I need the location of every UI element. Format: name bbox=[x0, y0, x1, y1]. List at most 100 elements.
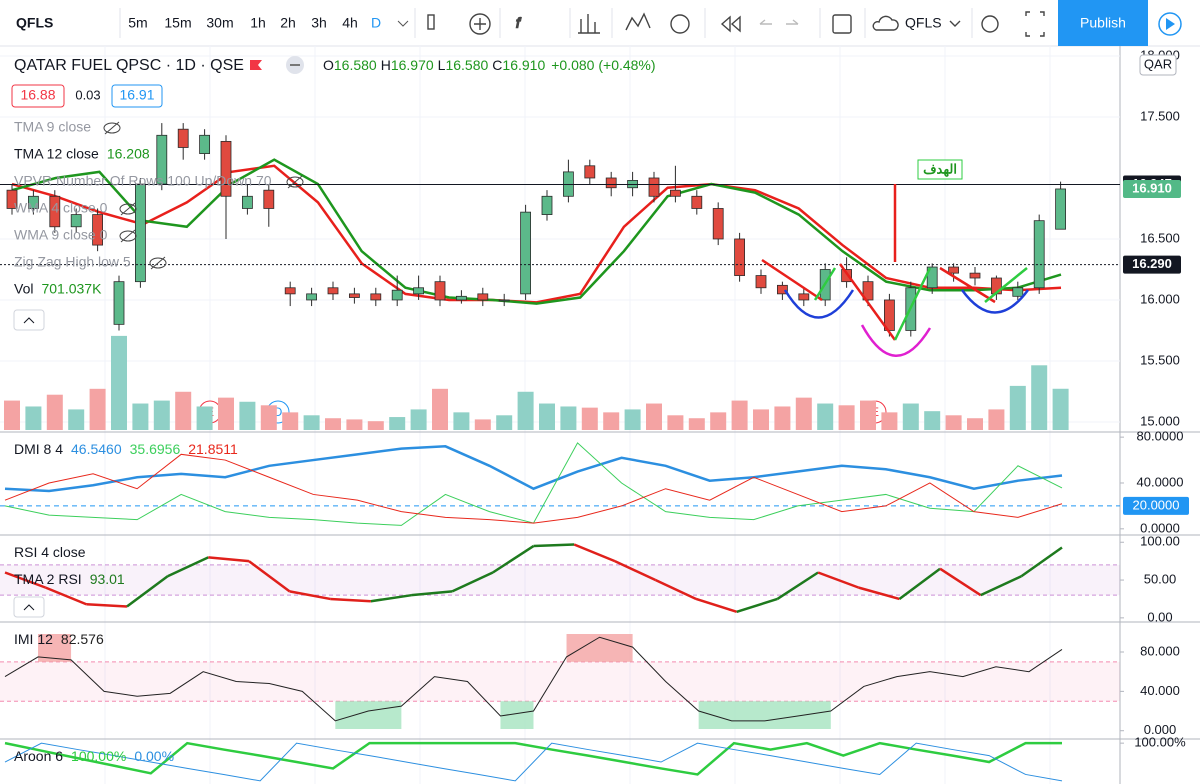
candle-body bbox=[541, 195, 553, 215]
compare-symbol[interactable]: QFLS bbox=[905, 15, 942, 31]
interval[interactable]: 3h bbox=[311, 15, 327, 31]
candle-body bbox=[520, 211, 531, 295]
indicator-legend[interactable]: WMA 9 close 0 bbox=[14, 227, 108, 243]
interval[interactable]: 5m bbox=[128, 15, 147, 31]
volume-bar bbox=[924, 411, 941, 430]
candle-body bbox=[862, 281, 874, 301]
flag-icon[interactable] bbox=[250, 60, 262, 70]
dropdown[interactable] bbox=[949, 20, 961, 27]
bid-box[interactable] bbox=[11, 84, 65, 108]
candle-body bbox=[370, 293, 382, 301]
indicator-legend[interactable]: Vol bbox=[14, 281, 33, 297]
candle-body bbox=[734, 238, 745, 276]
publish-button[interactable] bbox=[1058, 0, 1148, 46]
settings-icon[interactable] bbox=[981, 15, 999, 33]
line-segment bbox=[248, 560, 291, 593]
candle-body bbox=[49, 195, 61, 228]
hidden-icon[interactable] bbox=[286, 176, 304, 188]
interval[interactable]: D bbox=[371, 15, 381, 31]
add-icon[interactable] bbox=[469, 13, 491, 35]
layout-icon[interactable] bbox=[832, 14, 852, 34]
currency-box[interactable] bbox=[1139, 54, 1177, 76]
hidden-slash bbox=[287, 175, 303, 189]
indicator-line bbox=[4, 636, 1063, 722]
volume-bar bbox=[346, 419, 363, 430]
volume-bar bbox=[89, 388, 106, 430]
legend-part: DMI 8 4 bbox=[14, 441, 63, 457]
volume-bar bbox=[517, 391, 534, 430]
candle-icon[interactable] bbox=[427, 14, 435, 30]
candle-body bbox=[6, 189, 18, 209]
y-tick-label: 17.500 bbox=[1140, 108, 1180, 123]
volume-bar bbox=[282, 412, 299, 430]
fx-icon[interactable]: f bbox=[515, 14, 522, 31]
volume-bar bbox=[881, 412, 898, 430]
legend-value: 93.01 bbox=[90, 571, 125, 587]
indicator-value: 701.037K bbox=[41, 281, 102, 297]
hidden-slash bbox=[104, 121, 120, 135]
volume-bar bbox=[581, 407, 598, 430]
line-segment bbox=[86, 602, 128, 608]
line-segment bbox=[4, 571, 47, 589]
indicator-legend[interactable]: Zig Zag High low 5 bbox=[14, 254, 131, 270]
candle-body bbox=[113, 281, 125, 325]
indicator-icon[interactable] bbox=[625, 12, 651, 31]
fullscreen-icon[interactable] bbox=[1025, 11, 1045, 37]
ohlc-label: C bbox=[492, 57, 502, 73]
publish-label[interactable]: Publish bbox=[1080, 15, 1126, 31]
oversold-zone bbox=[698, 701, 831, 729]
indicator-legend[interactable]: VPVR Number Of Rows 100 Up/Down 70 bbox=[14, 173, 272, 189]
hidden-icon[interactable] bbox=[119, 203, 137, 215]
arc bbox=[860, 324, 932, 357]
volume-bar bbox=[474, 419, 491, 430]
y-tick-label: 40.0000 bbox=[1137, 474, 1184, 489]
collapse-button[interactable] bbox=[13, 309, 45, 331]
candle-body bbox=[391, 289, 403, 301]
line-segment bbox=[492, 544, 535, 574]
y-tick-label: 50.00 bbox=[1144, 571, 1177, 586]
collapse-button[interactable] bbox=[13, 596, 45, 618]
indicator-line bbox=[4, 453, 1063, 524]
volume-bar bbox=[68, 409, 85, 430]
line-segment bbox=[208, 556, 250, 563]
candle-body bbox=[27, 195, 39, 209]
indicator-value: 16.208 bbox=[107, 146, 150, 162]
cloud-icon[interactable] bbox=[872, 15, 899, 31]
candle-body bbox=[220, 140, 232, 197]
pane-legend: RSI 4 close bbox=[14, 544, 86, 560]
dropdown[interactable] bbox=[397, 20, 409, 27]
minus-bar bbox=[290, 64, 300, 66]
volume-bar bbox=[239, 401, 256, 430]
indicator-legend[interactable]: WMA 4 close 0 bbox=[14, 200, 108, 216]
ask-box[interactable] bbox=[111, 84, 163, 108]
interval[interactable]: 4h bbox=[342, 15, 358, 31]
volume-bar bbox=[838, 405, 855, 430]
hidden-icon[interactable] bbox=[103, 122, 121, 134]
play-button[interactable] bbox=[1158, 12, 1182, 36]
alert-icon[interactable] bbox=[670, 14, 690, 34]
interval[interactable]: 30m bbox=[206, 15, 233, 31]
line-segment bbox=[411, 590, 453, 597]
interval[interactable]: 1h bbox=[250, 15, 266, 31]
candle-body bbox=[691, 195, 703, 209]
volume-bar bbox=[795, 397, 812, 430]
ohlc: O16.580 H16.970 L16.580 C16.910 +0.080 (+0.4… bbox=[323, 57, 656, 73]
candle-body bbox=[1012, 287, 1024, 297]
symbol[interactable]: QFLS bbox=[16, 15, 53, 31]
pane-legend: DMI 8 4 46.5460 35.6956 21.8511 bbox=[14, 441, 238, 457]
y-tick-label: 15.500 bbox=[1140, 352, 1180, 367]
interval[interactable]: 15m bbox=[164, 15, 191, 31]
y-tick-label: 80.000 bbox=[1140, 643, 1180, 658]
indicator-legend[interactable]: TMA 12 close bbox=[14, 146, 99, 162]
replay-icon[interactable] bbox=[720, 15, 741, 33]
undo-redo[interactable] bbox=[759, 19, 799, 25]
bars-icon[interactable] bbox=[578, 14, 600, 34]
line-segment bbox=[289, 590, 331, 601]
hidden-icon[interactable] bbox=[119, 230, 137, 242]
indicator-legend[interactable]: TMA 9 close bbox=[14, 119, 91, 135]
y-tick-label: 15.000 bbox=[1140, 413, 1180, 428]
hidden-icon[interactable] bbox=[149, 257, 167, 269]
candle-body bbox=[755, 275, 767, 289]
arc bbox=[960, 289, 1030, 314]
interval[interactable]: 2h bbox=[280, 15, 296, 31]
